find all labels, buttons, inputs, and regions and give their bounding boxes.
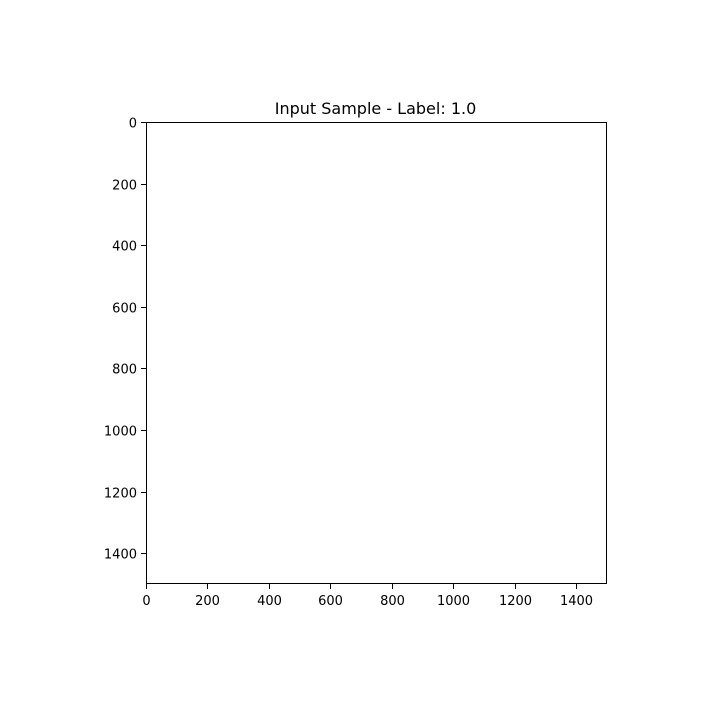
y-axis: 0 200 400 600 800 1000 1200 1400 bbox=[104, 117, 146, 563]
chart-title: Input Sample - Label: 1.0 bbox=[275, 99, 477, 118]
x-tick-label: 400 bbox=[257, 594, 282, 609]
image-area bbox=[146, 122, 607, 584]
x-tick-label: 1200 bbox=[499, 594, 532, 609]
y-tick-label: 600 bbox=[112, 302, 137, 317]
y-tick-label: 0 bbox=[129, 117, 137, 132]
y-tick-label: 400 bbox=[112, 240, 137, 255]
x-tick-label: 200 bbox=[195, 594, 220, 609]
plot-area bbox=[146, 122, 607, 584]
y-tick-label: 800 bbox=[112, 363, 137, 378]
x-axis: 0 200 400 600 800 1000 1200 1400 bbox=[142, 584, 593, 609]
x-tick-label: 600 bbox=[318, 594, 343, 609]
y-tick-label: 1200 bbox=[104, 487, 137, 502]
x-tick-label: 1000 bbox=[437, 594, 470, 609]
y-tick-label: 200 bbox=[112, 179, 137, 194]
x-tick-label: 0 bbox=[142, 594, 150, 609]
x-tick-label: 1400 bbox=[560, 594, 593, 609]
y-tick-label: 1400 bbox=[104, 548, 137, 563]
y-tick-label: 1000 bbox=[104, 425, 137, 440]
x-tick-label: 800 bbox=[380, 594, 405, 609]
axes-frame bbox=[146, 122, 607, 584]
